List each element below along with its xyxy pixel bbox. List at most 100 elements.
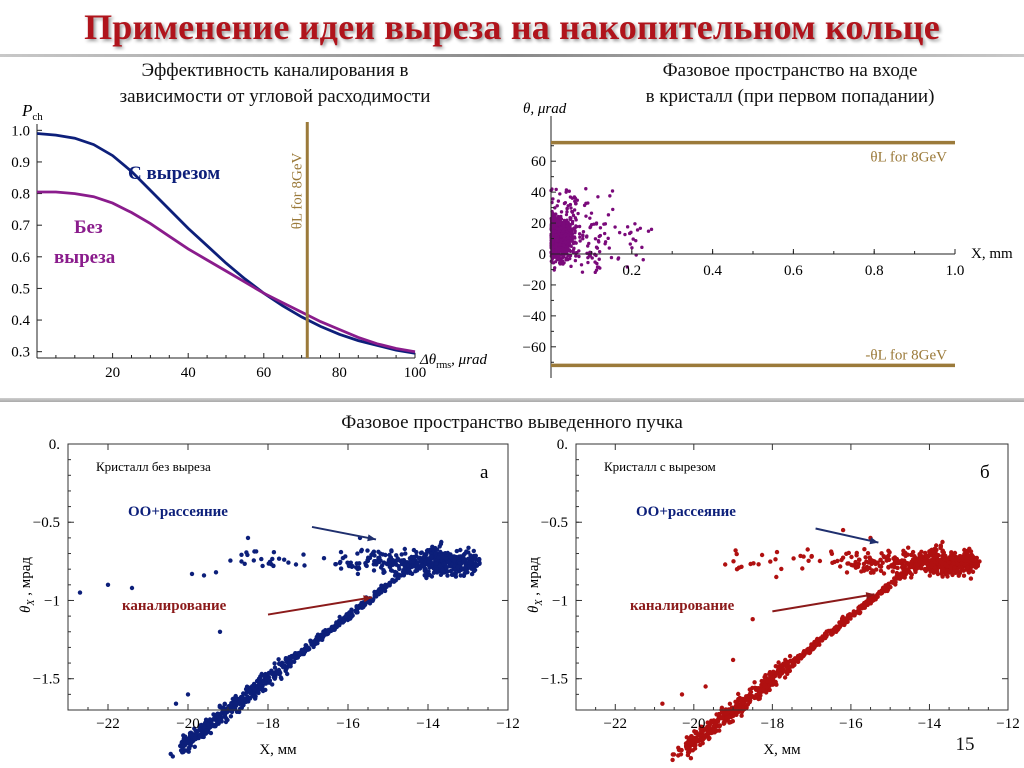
b-scattering-point xyxy=(801,554,806,559)
b-scattering-point xyxy=(733,548,738,553)
b-scattering-point xyxy=(875,560,880,565)
efficiency-chart: Pch 20 40 60 80 1000.30.40.50.60.70.80.91.0 … xyxy=(11,101,487,381)
b-channeling-point xyxy=(679,747,684,753)
b-channeling-point xyxy=(752,680,757,685)
b-scattering-point xyxy=(779,566,784,572)
phase-point xyxy=(561,262,565,266)
b-y-tick-label: −1 xyxy=(552,593,568,609)
b-channeling-point xyxy=(891,579,896,585)
b-channeling-point xyxy=(767,687,772,693)
a-scattering-point xyxy=(460,567,465,572)
b-scattering-point xyxy=(874,567,879,572)
a-channeling-point xyxy=(203,731,208,736)
phase-point xyxy=(593,237,598,241)
phase-point xyxy=(553,212,558,216)
a-scattering-point xyxy=(387,561,392,567)
phase-point xyxy=(568,253,572,258)
a-channeling-point xyxy=(232,700,237,706)
phase-point xyxy=(567,239,571,243)
phase-point xyxy=(593,270,597,275)
a-channeling-point xyxy=(285,671,290,677)
phase-point xyxy=(568,256,572,261)
b-scattering-point xyxy=(846,550,851,556)
phase-point xyxy=(617,230,622,235)
a-scattering-point xyxy=(371,568,377,573)
phase-entry-y-tick-label: 60 xyxy=(531,154,546,170)
b-channeling-point xyxy=(763,673,768,678)
phase-point xyxy=(584,187,588,191)
a-scattering-point xyxy=(445,573,450,578)
b-channeling-point xyxy=(822,635,827,640)
b-scattering-point xyxy=(886,548,891,553)
a-channeling-point xyxy=(281,665,286,670)
a-channeling-point xyxy=(247,688,252,693)
b-scattering-point xyxy=(919,566,924,571)
a-scattering-point xyxy=(469,566,474,571)
a-scattering-point xyxy=(436,555,441,560)
b-scattering-point xyxy=(838,564,843,569)
a-scattering-point xyxy=(446,559,452,565)
phase-point xyxy=(551,245,555,249)
phase-point xyxy=(553,250,558,254)
a-x-tick-label: −20 xyxy=(176,716,199,732)
a-scattering-point xyxy=(464,569,469,574)
phase-point xyxy=(554,233,558,237)
phase-point xyxy=(571,213,576,218)
a-scattering-point xyxy=(457,561,462,566)
a-sparse-point xyxy=(173,701,179,706)
phase-entry-y-label: θ, μrad xyxy=(523,101,567,117)
b-sparse-point xyxy=(750,617,755,622)
b-channeling-point xyxy=(752,685,758,690)
b-scattering-point xyxy=(890,564,895,569)
b-scattering-point xyxy=(945,564,950,569)
phase-entry-y-tick-label: 0 xyxy=(539,247,547,263)
a-sparse-point xyxy=(201,573,207,578)
phase-point xyxy=(555,204,559,208)
a-channeling-point xyxy=(276,657,281,662)
a-sparse-point xyxy=(213,570,219,575)
b-scattering-point xyxy=(949,552,954,557)
a-arrowhead-scattering xyxy=(367,534,376,542)
b-channeling-point xyxy=(708,720,714,725)
b-scattering-point xyxy=(886,565,891,570)
b-scattering-point xyxy=(934,553,939,558)
b-scattering-point xyxy=(952,565,957,570)
a-scattering-point xyxy=(418,550,424,556)
b-channeling-point xyxy=(699,728,704,734)
phase-entry-x-label: X, mm xyxy=(971,246,1013,262)
a-scattering-point xyxy=(443,556,449,561)
slide-number: 15 xyxy=(955,734,975,755)
b-scattering-point xyxy=(805,547,810,552)
phase-point xyxy=(597,234,601,239)
a-channeling-point xyxy=(229,701,234,706)
phase-point xyxy=(585,234,589,238)
b-scattering-point xyxy=(941,560,946,566)
phase-point xyxy=(568,202,573,207)
phase-point xyxy=(581,237,585,241)
a-scattering-point xyxy=(407,559,413,565)
b-y-tick-label: −1.5 xyxy=(541,672,568,688)
b-channeling-point xyxy=(698,742,703,748)
b-arrow-channeling xyxy=(772,593,875,613)
a-sparse-point xyxy=(129,585,135,591)
a-scattering-point xyxy=(464,549,469,554)
a-channeling-point xyxy=(256,690,261,696)
phase-point xyxy=(602,231,607,236)
b-channeling-point xyxy=(696,738,701,744)
a-scattering-point xyxy=(301,552,306,557)
b-channeling-point xyxy=(814,642,819,647)
phase-point xyxy=(616,257,620,261)
phase-point xyxy=(596,195,600,199)
b-label-scattering: OO+рассеяние xyxy=(636,504,736,520)
phase-point xyxy=(634,238,638,243)
b-channeling-point xyxy=(776,665,781,670)
phase-point xyxy=(577,224,582,229)
phase-point xyxy=(566,226,571,230)
b-scattering-point xyxy=(938,545,943,551)
phase-entry-x-tick-label: 1.0 xyxy=(946,263,965,279)
b-scattering-point xyxy=(866,560,871,565)
phase-point xyxy=(590,256,594,260)
a-arrow-scattering xyxy=(311,525,377,541)
b-x-tick-label: −18 xyxy=(761,716,784,732)
a-scattering-point xyxy=(406,568,411,574)
